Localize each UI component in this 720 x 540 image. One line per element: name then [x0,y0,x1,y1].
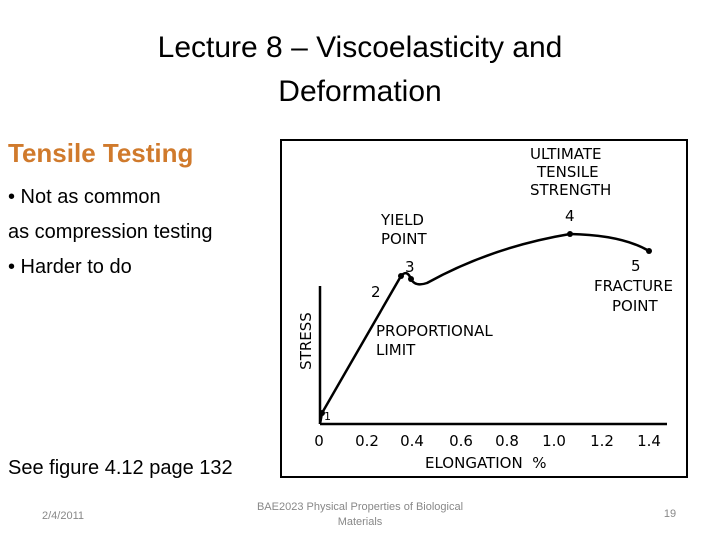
bullet-list: • Not as common as compression testing •… [8,180,258,285]
point-number: 1 [324,410,331,423]
footer-course-line-2: Materials [337,516,383,528]
x-tick-label: 0 [314,432,324,450]
point-marker [646,248,652,254]
x-tick-label: 0.2 [355,432,379,450]
fracture-label-line-1: FRACTURE [594,277,673,295]
x-tick-label: 1.4 [637,432,661,450]
slide-number: 19 [663,508,677,520]
uts-label-line-3: STRENGTH [530,181,611,199]
bullet-item: • Harder to do [8,256,132,278]
x-tick-label: 1.2 [590,432,614,450]
yield-label-line-1: YIELD [380,211,424,229]
x-axis-label: ELONGATION % [425,454,546,472]
x-tick-label: 0.8 [495,432,519,450]
proportional-label-line-2: LIMIT [376,341,416,359]
y-axis-label: STRESS [297,312,315,370]
bullet-item: • Not as common [8,186,161,208]
stress-strain-figure: 1 2 3 4 5 ULTIMATE TENSILE STRENGTH YIEL… [280,139,688,478]
bullet-item-continuation: as compression testing [8,221,213,243]
yield-label-line-2: POINT [381,230,427,248]
point-number: 5 [631,257,641,275]
figure-reference: See figure 4.12 page 132 [8,457,233,479]
stress-strain-diagram: 1 2 3 4 5 ULTIMATE TENSILE STRENGTH YIEL… [297,145,673,472]
point-number: 2 [371,283,381,301]
point-marker [398,273,404,279]
point-marker [567,231,573,237]
uts-label-line-1: ULTIMATE [530,145,602,163]
x-tick-label: 1.0 [542,432,566,450]
uts-label-line-2: TENSILE [536,163,599,181]
slide-title-line-2: Deformation [278,75,442,108]
point-number: 4 [565,207,575,225]
slide-title: Lecture 8 – Viscoelasticity and Deformat… [60,26,660,114]
stress-strain-curve [318,232,650,425]
footer-course-line-1: BAE2023 Physical Properties of Biologica… [256,501,464,513]
fracture-label-line-2: POINT [612,297,658,315]
footer-course-title: BAE2023 Physical Properties of Biologica… [250,500,470,530]
slide-title-line-1: Lecture 8 – Viscoelasticity and [157,31,563,64]
proportional-label-line-1: PROPORTIONAL [376,322,493,340]
section-heading: Tensile Testing [8,138,194,168]
point-marker [408,276,414,282]
point-number: 3 [405,258,415,276]
footer-date: 2/4/2011 [42,510,85,522]
x-tick-label: 0.6 [449,432,473,450]
x-tick-label: 0.4 [400,432,424,450]
point-marker [319,410,325,416]
